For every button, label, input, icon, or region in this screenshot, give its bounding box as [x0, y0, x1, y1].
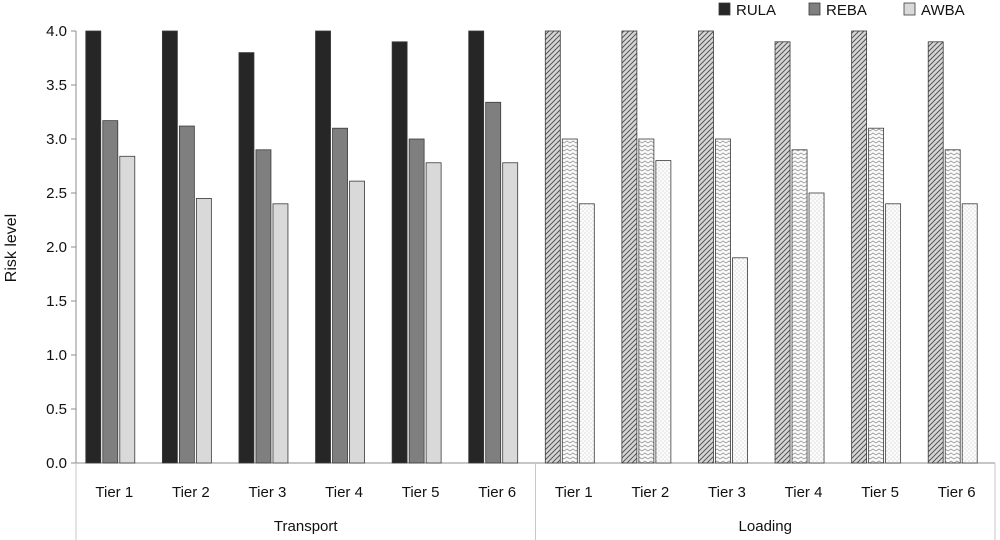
legend: RULA REBA AWBA	[718, 2, 965, 19]
bar-awba	[119, 155, 136, 464]
legend-swatch-reba	[808, 2, 821, 16]
x-axis-labels: Tier 1 Tier 2 Tier 3 Tier 4 Tier 5 Tier 6 Tran…	[95, 484, 975, 535]
bar-reba	[332, 127, 348, 464]
bar-rula	[851, 30, 868, 464]
legend-swatch-rula	[718, 2, 731, 16]
group-label: Loading	[739, 518, 792, 535]
bar-rula	[238, 52, 255, 464]
bar-reba	[944, 149, 961, 464]
group-label: Transport	[274, 518, 338, 535]
legend-label-awba: AWBA	[921, 2, 965, 19]
bar-rula	[621, 30, 638, 464]
bar-awba	[732, 257, 748, 464]
bar-rula	[315, 30, 331, 464]
bar-rula	[774, 41, 791, 464]
bar-awba	[195, 197, 212, 464]
y-tick-label: 1.0	[46, 347, 67, 364]
x-tick-label: Tier 2	[172, 484, 210, 501]
legend-label-rula: RULA	[736, 2, 776, 19]
bar-awba	[349, 180, 365, 464]
bar-reba	[715, 138, 731, 464]
bar-rula	[698, 30, 714, 464]
legend-label-reba: REBA	[826, 2, 867, 19]
bar-awba	[655, 160, 672, 464]
bar-reba	[178, 125, 195, 464]
bar-awba	[961, 203, 978, 464]
bar-reba	[255, 149, 272, 464]
y-tick-label: 3.0	[46, 131, 67, 148]
bar-reba	[102, 120, 119, 464]
bar-rula	[927, 41, 944, 464]
x-tick-label: Tier 3	[249, 484, 287, 501]
bar-reba	[791, 149, 808, 464]
x-tick-label: Tier 4	[325, 484, 363, 501]
x-tick-label: Tier 1	[95, 484, 133, 501]
y-tick-label: 0.5	[46, 401, 67, 418]
bar-rula	[161, 30, 178, 464]
y-tick-label: 3.5	[46, 77, 67, 94]
bars	[85, 30, 978, 464]
axes: 0.0 0.5 1.0 1.5 2.0 2.5 3.0 3.5 4.0	[46, 23, 996, 540]
bar-reba	[561, 138, 578, 464]
bar-rula	[391, 41, 408, 464]
x-tick-label: Tier 5	[402, 484, 440, 501]
y-axis-title: Risk level	[3, 214, 20, 282]
x-tick-label: Tier 5	[861, 484, 899, 501]
x-tick-label: Tier 6	[938, 484, 976, 501]
y-tick-label: 4.0	[46, 23, 67, 40]
y-tick-label: 0.0	[46, 455, 67, 472]
bar-rula	[544, 30, 561, 464]
y-tick-label: 2.5	[46, 185, 67, 202]
x-tick-label: Tier 6	[478, 484, 516, 501]
bar-awba	[272, 203, 289, 464]
y-tick-label: 2.0	[46, 239, 67, 256]
x-tick-label: Tier 1	[555, 484, 593, 501]
bar-reba	[485, 101, 502, 464]
bar-rula	[85, 30, 102, 464]
x-tick-label: Tier 3	[708, 484, 746, 501]
legend-swatch-awba	[903, 2, 916, 16]
bar-reba	[408, 138, 425, 464]
bar-awba	[502, 162, 519, 464]
bar-rula	[468, 30, 485, 464]
bar-awba	[578, 203, 595, 464]
bar-awba	[808, 192, 825, 464]
bar-awba	[425, 162, 442, 464]
bar-awba	[885, 203, 902, 464]
y-tick-label: 1.5	[46, 293, 67, 310]
bar-reba	[638, 138, 655, 464]
bar-reba	[868, 127, 885, 464]
x-tick-label: Tier 2	[631, 484, 669, 501]
x-tick-label: Tier 4	[785, 484, 823, 501]
